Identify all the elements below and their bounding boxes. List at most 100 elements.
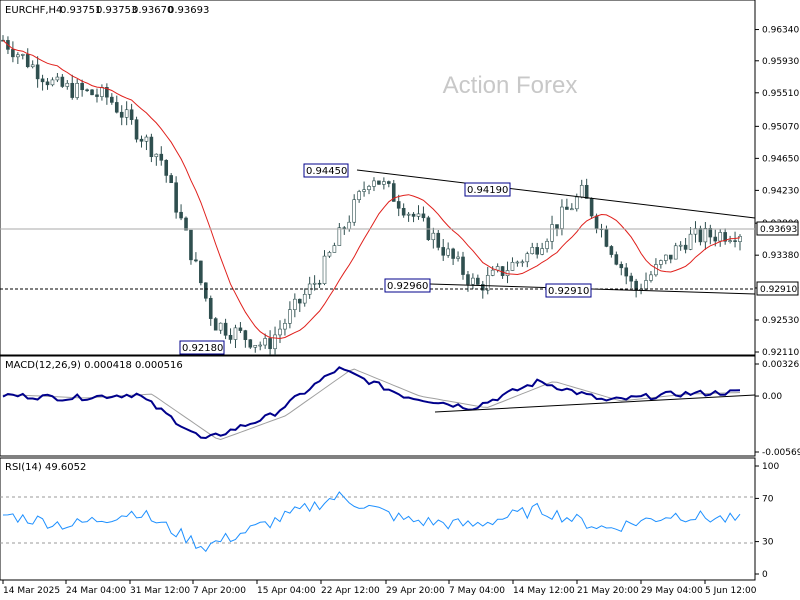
time-tick-label: 14 Mar 2025 bbox=[3, 586, 60, 596]
candle-body bbox=[144, 136, 149, 142]
annotation-94190: 0.94190 bbox=[464, 182, 511, 197]
candle-body bbox=[95, 94, 99, 97]
candle-body bbox=[65, 82, 70, 87]
candle-body bbox=[574, 196, 579, 210]
candle-body bbox=[164, 160, 169, 176]
candle-body bbox=[317, 282, 322, 285]
candle-body bbox=[11, 49, 15, 58]
candle-body bbox=[723, 232, 727, 242]
candle-body bbox=[510, 261, 515, 271]
high-value: 0.93753 bbox=[96, 5, 137, 16]
candle-body bbox=[441, 247, 446, 256]
annotation-92910: 0.92910 bbox=[545, 283, 592, 298]
candle-body bbox=[347, 221, 352, 230]
time-tick-label: 29 Apr 20:00 bbox=[386, 586, 445, 596]
candle-body bbox=[436, 232, 441, 248]
candle-body bbox=[297, 298, 302, 304]
candle-body bbox=[312, 282, 317, 285]
candle-body bbox=[659, 260, 663, 265]
close-value: 0.93693 bbox=[168, 5, 209, 16]
svg-text:0.94450: 0.94450 bbox=[306, 166, 347, 177]
rsi-title: RSI(14) 49.6052 bbox=[5, 462, 86, 473]
candle-body bbox=[678, 244, 683, 247]
candle-body bbox=[629, 275, 633, 282]
candle-body bbox=[184, 217, 188, 231]
candle-body bbox=[16, 54, 20, 58]
candle-body bbox=[589, 198, 594, 217]
candle-body bbox=[391, 183, 396, 202]
support-price-tag: 0.92910 bbox=[756, 281, 799, 296]
svg-text:0.92180: 0.92180 bbox=[182, 343, 223, 354]
candle-body bbox=[362, 189, 366, 192]
candle-body bbox=[30, 64, 35, 68]
candle-body bbox=[243, 330, 248, 340]
candle-body bbox=[199, 260, 203, 284]
candle-body bbox=[500, 266, 505, 276]
candle-body bbox=[382, 181, 386, 185]
candle-body bbox=[40, 78, 45, 83]
candle-body bbox=[461, 256, 465, 275]
candle-body bbox=[683, 244, 688, 250]
candle-body bbox=[688, 233, 693, 250]
candle-body bbox=[515, 261, 520, 264]
candle-body bbox=[258, 344, 263, 347]
time-tick-label: 24 Mar 04:00 bbox=[66, 586, 126, 596]
candle-body bbox=[525, 253, 530, 263]
price-tick-label: 0.92530 bbox=[762, 316, 799, 326]
rsi-panel bbox=[0, 457, 756, 581]
price-tick-label: 0.96340 bbox=[762, 26, 799, 36]
price-tick-label: 0.93380 bbox=[762, 251, 799, 261]
time-tick-label: 31 Mar 12:00 bbox=[130, 586, 190, 596]
candle-body bbox=[431, 232, 436, 241]
time-tick-label: 21 May 20:00 bbox=[577, 586, 639, 596]
time-tick-label: 7 May 04:00 bbox=[449, 586, 505, 596]
time-tick-label: 29 May 04:00 bbox=[641, 586, 703, 596]
candle-body bbox=[80, 83, 84, 91]
candle-body bbox=[530, 247, 535, 254]
candle-body bbox=[213, 318, 218, 331]
candle-body bbox=[411, 213, 416, 217]
candle-body bbox=[668, 254, 673, 260]
time-tick-label: 5 Jun 12:00 bbox=[705, 586, 757, 596]
candle-body bbox=[649, 274, 653, 281]
candle-body bbox=[332, 245, 337, 253]
time-tick-label: 14 May 12:00 bbox=[513, 586, 575, 596]
candle-body bbox=[604, 228, 609, 247]
candle-body bbox=[114, 102, 119, 113]
candle-body bbox=[194, 259, 198, 262]
candle-body bbox=[728, 240, 732, 242]
macd-line bbox=[2, 366, 741, 440]
candle-body bbox=[174, 182, 178, 213]
rsi-line bbox=[2, 491, 741, 553]
candle-body bbox=[579, 184, 584, 198]
candle-body bbox=[154, 153, 159, 158]
candle-body bbox=[203, 282, 208, 299]
candle-body bbox=[693, 228, 698, 235]
candle-body bbox=[90, 89, 94, 96]
candle-body bbox=[733, 240, 737, 242]
candle-body bbox=[179, 211, 183, 219]
candle-body bbox=[223, 322, 228, 336]
candle-body bbox=[45, 81, 50, 86]
candle-body bbox=[248, 339, 253, 348]
candle-body bbox=[698, 228, 703, 243]
candle-body bbox=[228, 334, 233, 340]
candle-body bbox=[609, 246, 614, 255]
candle-body bbox=[35, 64, 40, 80]
rsi-tick-label: 0 bbox=[762, 570, 768, 580]
candle-body bbox=[278, 328, 282, 336]
candle-body bbox=[565, 206, 569, 210]
candle-body bbox=[584, 184, 589, 199]
candle-body bbox=[288, 309, 292, 324]
rsi-tick-label: 70 bbox=[762, 494, 774, 504]
candle-body bbox=[129, 109, 134, 120]
candle-body bbox=[189, 229, 193, 261]
candle-body bbox=[25, 54, 30, 68]
candle-body bbox=[480, 284, 485, 291]
candle-body bbox=[253, 345, 258, 348]
candle-body bbox=[233, 327, 238, 340]
rsi-tick-label: 30 bbox=[762, 538, 774, 548]
annotation-92180: 0.92180 bbox=[179, 340, 225, 355]
candle-body bbox=[124, 109, 129, 118]
